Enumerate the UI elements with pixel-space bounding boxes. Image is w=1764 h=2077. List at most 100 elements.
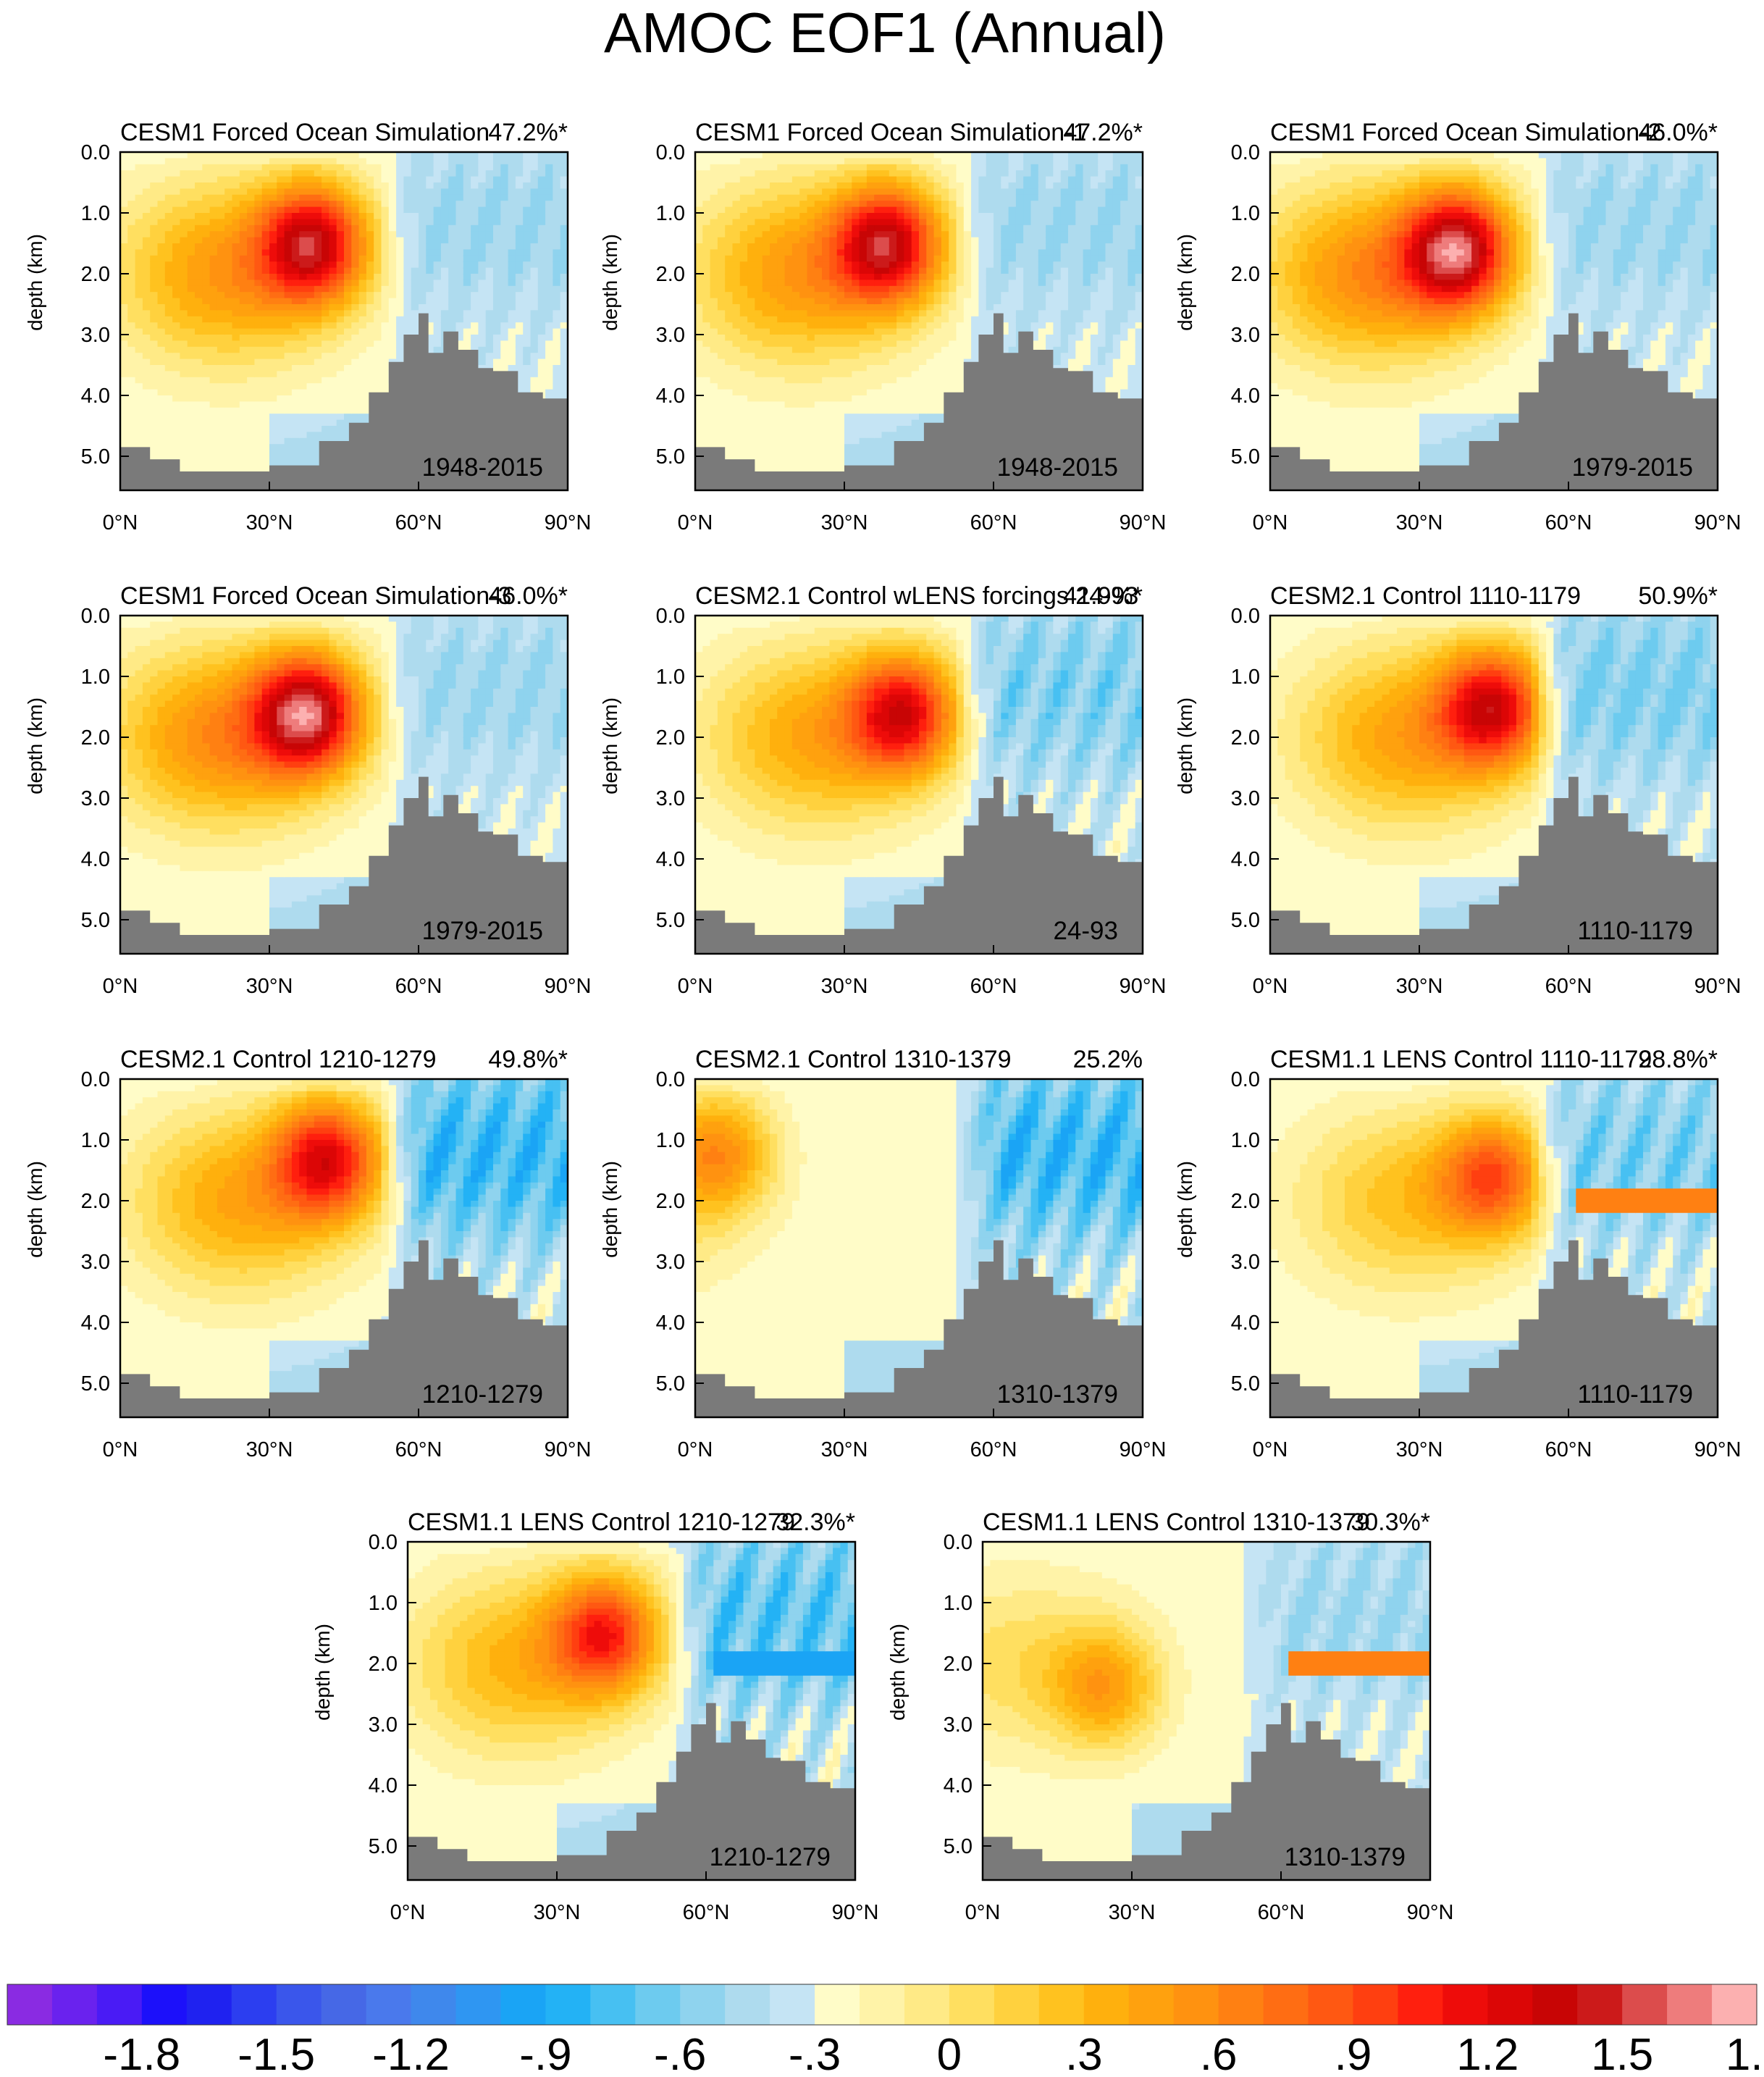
heatmap-cell [351,164,360,171]
heatmap-cell [336,231,345,238]
heatmap-cell [874,225,883,232]
heatmap-cell [702,237,711,244]
heatmap-cell [120,285,129,293]
heatmap-cell [157,322,166,330]
heatmap-cell [195,255,203,262]
heatmap-cell [239,219,248,226]
heatmap-cell [889,437,897,445]
heatmap-cell [530,237,539,244]
heatmap-cell [358,249,367,256]
heatmap-cell [710,310,718,317]
heatmap-cell [471,225,479,232]
heatmap-cell [150,188,159,196]
heatmap-cell [366,237,374,244]
heatmap-cell [710,377,718,384]
heatmap-cell [306,292,315,299]
heatmap-cell [889,322,897,330]
heatmap-cell [127,426,136,433]
heatmap-cell [725,188,734,196]
heatmap-cell [411,255,419,262]
heatmap-cell [306,353,315,360]
heatmap-cell [396,492,404,499]
heatmap-cell [217,249,225,256]
heatmap-cell [485,164,494,171]
heatmap-cell [195,395,203,403]
heatmap-cell [500,194,509,201]
heatmap-cell [791,462,800,469]
heatmap-cell [411,328,419,335]
heatmap-cell [732,353,741,360]
heatmap-cell [135,414,143,421]
heatmap-cell [836,164,845,171]
heatmap-cell [530,231,539,238]
heatmap-cell [732,335,741,342]
heatmap-cell [284,353,293,360]
heatmap-cell [374,206,382,214]
heatmap-cell [277,450,285,457]
heatmap-cell [859,304,868,311]
heatmap-cell [777,328,786,335]
heatmap-cell [224,176,233,183]
heatmap-cell [814,450,823,457]
heatmap-cell [403,176,412,183]
heatmap-cell [874,335,883,342]
heatmap-cell [261,249,270,256]
heatmap-cell [209,328,218,335]
heatmap-cell [419,194,427,201]
heatmap-cell [329,298,337,305]
heatmap-cell [329,255,337,262]
heatmap-cell [777,176,786,183]
heatmap-cell [762,170,770,177]
heatmap-cell [889,188,897,196]
heatmap-cell [306,371,315,378]
heatmap-cell [150,389,159,396]
heatmap-cell [500,225,509,232]
heatmap-cell [814,328,823,335]
heatmap-cell [784,383,793,390]
heatmap-cell [374,213,382,220]
heatmap-cell [195,164,203,171]
heatmap-cell [164,213,173,220]
heatmap-cell [770,322,778,330]
heatmap-cell [322,201,330,208]
heatmap-cell [284,206,293,214]
heatmap-cell [747,365,756,372]
heatmap-cell [463,285,471,293]
heatmap-cell [791,322,800,330]
heatmap-cell [784,219,793,226]
heatmap-cell [537,164,546,171]
heatmap-cell [314,243,322,251]
heatmap-cell [142,152,151,159]
heatmap-cell [889,176,897,183]
heatmap-cell [306,170,315,177]
heatmap-cell [530,310,539,317]
heatmap-cell [419,298,427,305]
heatmap-cell [889,206,897,214]
heatmap-cell [889,182,897,190]
heatmap-cell [718,492,726,499]
heatmap-cell [411,304,419,311]
heatmap-cell [157,414,166,421]
heatmap-cell [553,346,561,353]
heatmap-cell [822,426,831,433]
heatmap-cell [374,243,382,251]
heatmap-cell [515,346,524,353]
heatmap-cell [515,316,524,323]
heatmap-cell [396,182,405,190]
heatmap-cell [164,437,173,445]
heatmap-cell [455,206,464,214]
heatmap-cell [822,158,831,165]
heatmap-cell [195,389,203,396]
heatmap-cell [822,261,831,269]
heatmap-cell [695,353,704,360]
heatmap-cell [150,261,159,269]
heatmap-cell [403,152,412,159]
heatmap-cell [493,182,502,190]
heatmap-cell [739,225,748,232]
heatmap-cell [530,182,539,190]
heatmap-cell [791,225,800,232]
heatmap-cell [836,389,845,396]
heatmap-cell [314,164,322,171]
heatmap-cell [322,414,330,421]
heatmap-cell [433,298,442,305]
